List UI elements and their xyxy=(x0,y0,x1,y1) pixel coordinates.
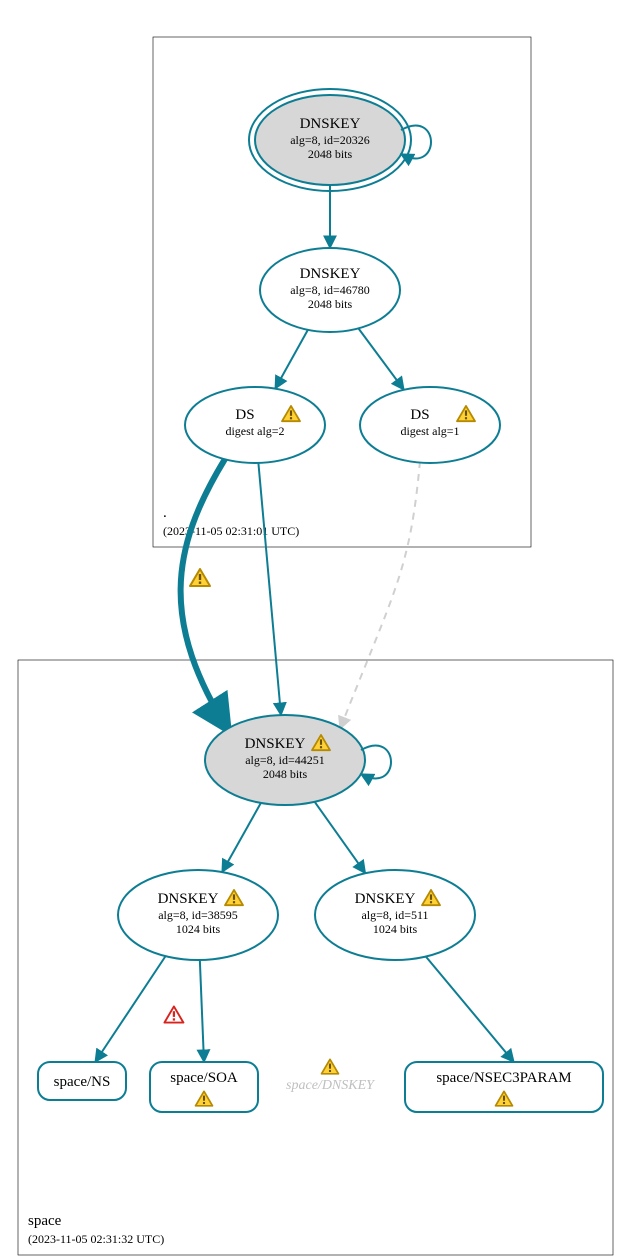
node-line3: 1024 bits xyxy=(373,922,418,936)
rr-node: space/NS xyxy=(38,1062,126,1100)
edge xyxy=(200,960,204,1062)
node-line2: alg=8, id=38595 xyxy=(158,908,238,922)
node-line3: 2048 bits xyxy=(263,767,308,781)
zone-timestamp: (2023-11-05 02:31:32 UTC) xyxy=(28,1232,164,1246)
node-line2: digest alg=2 xyxy=(225,424,284,438)
zone-timestamp: (2023-11-05 02:31:01 UTC) xyxy=(163,524,299,538)
dnskey-node: DNSKEYalg=8, id=203262048 bits xyxy=(249,89,411,191)
error-icon xyxy=(164,1006,183,1022)
rr-faded: space/DNSKEY xyxy=(286,1078,376,1093)
dnskey-node: DSdigest alg=1 xyxy=(360,387,500,463)
node-title: DS xyxy=(235,407,254,423)
dnskey-node: DNSKEYalg=8, id=467802048 bits xyxy=(260,248,400,332)
edge xyxy=(95,956,165,1062)
warning-icon xyxy=(322,1059,339,1073)
node-title: DNSKEY xyxy=(300,116,361,132)
edge xyxy=(275,330,308,389)
rr-label: space/NSEC3PARAM xyxy=(436,1070,571,1086)
dnsviz-diagram: . (2023-11-05 02:31:01 UTC) space (2023-11-… xyxy=(0,0,617,1259)
rr-faded-label: space/DNSKEY xyxy=(286,1078,376,1093)
node-title: DNSKEY xyxy=(245,736,306,752)
node-line2: alg=8, id=46780 xyxy=(290,283,370,297)
edge xyxy=(315,802,366,873)
node-title: DNSKEY xyxy=(300,266,361,282)
rr-label: space/NS xyxy=(54,1074,111,1090)
edge xyxy=(181,459,230,733)
zone-label: . xyxy=(163,505,167,521)
node-line3: 2048 bits xyxy=(308,297,353,311)
warning-icon xyxy=(190,569,210,586)
edge xyxy=(358,328,403,389)
node-line3: 1024 bits xyxy=(176,922,221,936)
node-line2: digest alg=1 xyxy=(400,424,459,438)
edge xyxy=(258,463,281,715)
dnskey-node: DNSKEYalg=8, id=5111024 bits xyxy=(315,870,475,960)
node-title: DS xyxy=(410,407,429,423)
zone-label: space xyxy=(28,1213,62,1229)
node-line2: alg=8, id=20326 xyxy=(290,133,370,147)
dnskey-node: DNSKEYalg=8, id=385951024 bits xyxy=(118,870,278,960)
node-line2: alg=8, id=511 xyxy=(361,908,428,922)
edge xyxy=(340,461,420,729)
node-title: DNSKEY xyxy=(355,891,416,907)
rr-label: space/SOA xyxy=(170,1070,238,1086)
dnskey-node: DSdigest alg=2 xyxy=(185,387,325,463)
node-line3: 2048 bits xyxy=(308,147,353,161)
node-line2: alg=8, id=44251 xyxy=(245,753,325,767)
edge xyxy=(222,803,261,872)
dnskey-node: DNSKEYalg=8, id=442512048 bits xyxy=(205,715,365,805)
node-title: DNSKEY xyxy=(158,891,219,907)
edge xyxy=(426,957,514,1062)
